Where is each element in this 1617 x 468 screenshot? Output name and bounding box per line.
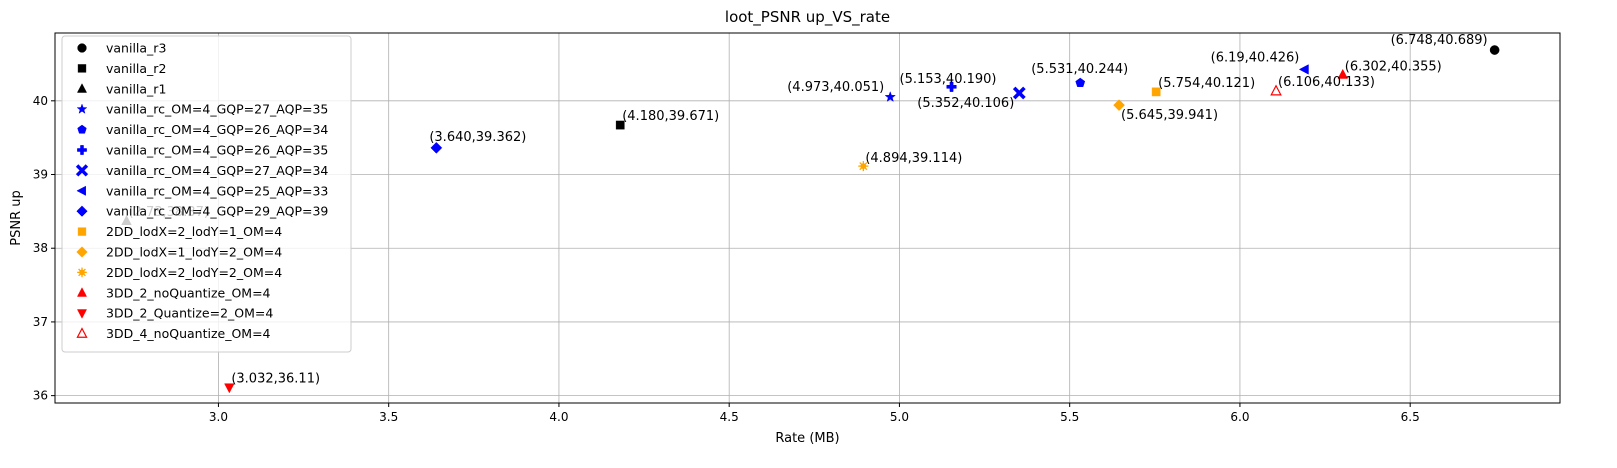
data-point (1075, 77, 1086, 87)
legend-label: vanilla_rc_OM=4_GQP=29_AQP=39 (106, 204, 328, 219)
plot-frame (54, 32, 1561, 404)
data-point (1489, 45, 1500, 55)
y-tick-label: 36 (33, 389, 48, 403)
legend-label: vanilla_rc_OM=4_GQP=25_AQP=33 (106, 183, 328, 198)
data-point (430, 141, 443, 154)
legend-marker (77, 43, 87, 53)
data-point (224, 383, 235, 394)
y-axis-title: PSNR up (9, 190, 24, 245)
legend-marker (76, 309, 88, 319)
y-tick-label: 37 (33, 315, 48, 329)
data-label: (3.640,39.362) (429, 130, 526, 145)
y-axis-ticks: 36 37 38 39 40 (33, 94, 55, 403)
legend-label: vanilla_r2 (106, 61, 166, 76)
legend-label: 3DD_2_Quantize=2_OM=4 (106, 306, 273, 321)
legend-marker (76, 83, 88, 93)
legend-marker (76, 287, 88, 297)
y-tick-label: 39 (33, 168, 48, 182)
legend-label: 2DD_lodX=2_lodY=1_OM=4 (106, 224, 282, 239)
legend-label: vanilla_rc_OM=4_GQP=26_AQP=34 (106, 122, 328, 137)
legend-marker (76, 185, 86, 196)
x-tick-label: 3.5 (379, 410, 398, 424)
chart-title: loot_PSNR up_VS_rate (725, 8, 890, 27)
legend-marker (77, 267, 87, 278)
data-point (1298, 64, 1309, 75)
data-label: (3.032,36.11) (231, 372, 320, 387)
legend-label: vanilla_rc_OM=4_GQP=27_AQP=34 (106, 163, 328, 178)
legend-label: vanilla_r3 (106, 41, 166, 56)
legend-marker (76, 327, 88, 338)
data-label: (5.754,40.121) (1158, 76, 1255, 91)
y-tick-label: 38 (33, 241, 48, 255)
x-axis-title: Rate (MB) (775, 431, 839, 446)
data-points (121, 45, 1500, 394)
data-label: (4.894,39.114) (865, 151, 962, 166)
legend-label: vanilla_rc_OM=4_GQP=27_AQP=35 (106, 102, 328, 117)
legend-label: 2DD_lodX=1_lodY=2_OM=4 (106, 245, 282, 260)
legend-label: 3DD_2_noQuantize_OM=4 (106, 285, 271, 300)
x-tick-label: 5.0 (890, 410, 909, 424)
x-tick-label: 4.5 (720, 410, 739, 424)
legend-marker (77, 145, 87, 155)
data-label: (4.973,40.051) (787, 80, 884, 95)
data-label: (6.302,40.355) (1345, 60, 1442, 75)
data-label: (6.748,40.689) (1391, 33, 1488, 48)
data-point (1270, 84, 1282, 96)
legend: vanilla_r3 vanilla_r2 vanilla_r1 vanilla_rc… (61, 35, 352, 353)
data-point (946, 81, 957, 92)
legend-label: 3DD_4_noQuantize_OM=4 (106, 326, 271, 341)
data-point (1012, 86, 1026, 100)
y-tick-label: 40 (33, 94, 48, 108)
data-label: (4.180,39.671) (622, 109, 719, 124)
data-label: (6.19,40.426) (1211, 50, 1300, 65)
data-label: (5.153,40.190) (900, 72, 997, 87)
legend-marker (76, 103, 88, 114)
legend-label: vanilla_rc_OM=4_GQP=26_AQP=35 (106, 143, 328, 158)
legend-label: 2DD_lodX=2_lodY=2_OM=4 (106, 265, 282, 280)
data-point (615, 120, 625, 130)
legend-marker (77, 124, 87, 134)
x-tick-label: 4.0 (549, 410, 568, 424)
data-point (1113, 99, 1125, 112)
x-tick-label: 3.0 (209, 410, 228, 424)
data-point (858, 161, 869, 172)
legend-box (61, 35, 352, 353)
data-label: (6.106,40.133) (1278, 75, 1375, 90)
data-label: (5.352,40.106) (917, 96, 1014, 111)
x-axis-ticks: 3.0 3.5 4.0 4.5 5.0 5.5 6.0 6.5 (209, 403, 1420, 424)
data-point (1151, 87, 1161, 97)
legend-marker (76, 246, 88, 258)
data-label: (5.531,40.244) (1031, 62, 1128, 77)
legend-marker (75, 164, 89, 177)
legend-label: vanilla_r1 (106, 81, 166, 96)
x-tick-label: 6.5 (1401, 410, 1420, 424)
legend-marker (77, 64, 87, 73)
legend-marker (76, 205, 88, 217)
x-tick-label: 6.0 (1230, 410, 1249, 424)
data-point (884, 91, 896, 102)
legend-marker (77, 227, 87, 236)
data-point (1337, 68, 1348, 79)
data-label: (5.645,39.941) (1121, 108, 1218, 123)
x-tick-label: 5.5 (1060, 410, 1079, 424)
